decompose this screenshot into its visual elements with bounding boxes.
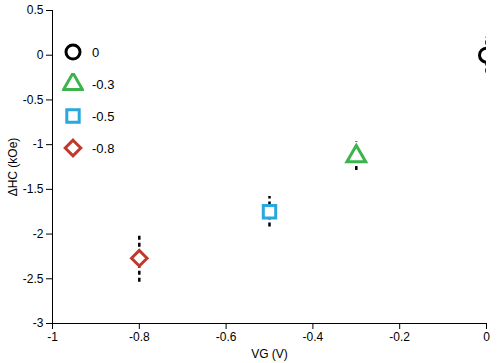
- svg-text:-1.5: -1.5: [23, 182, 44, 196]
- svg-text:0: 0: [483, 330, 490, 344]
- svg-text:0: 0: [37, 48, 44, 62]
- svg-text:-2: -2: [33, 227, 44, 241]
- svg-text:-1: -1: [47, 330, 58, 344]
- svg-text:0.5: 0.5: [27, 3, 44, 17]
- svg-text:-3: -3: [33, 316, 44, 330]
- html-text:-0.3: -0.3: [92, 76, 115, 92]
- svg-text:-1: -1: [33, 137, 44, 151]
- svg-text:-0.5: -0.5: [23, 93, 44, 107]
- svg-text:VG (V): VG (V): [251, 347, 288, 361]
- svg-text:ΔHC (kOe): ΔHC (kOe): [6, 138, 20, 197]
- svg-text:-0.8: -0.8: [129, 330, 150, 344]
- svg-text:-0.6: -0.6: [216, 330, 237, 344]
- svg-text:-2.5: -2.5: [23, 272, 44, 286]
- html-text:0: 0: [92, 44, 100, 60]
- svg-text:-0.2: -0.2: [389, 330, 410, 344]
- svg-text:-0.4: -0.4: [303, 330, 324, 344]
- html-text:-0.5: -0.5: [92, 108, 115, 124]
- html-text:-0.8: -0.8: [92, 140, 115, 156]
